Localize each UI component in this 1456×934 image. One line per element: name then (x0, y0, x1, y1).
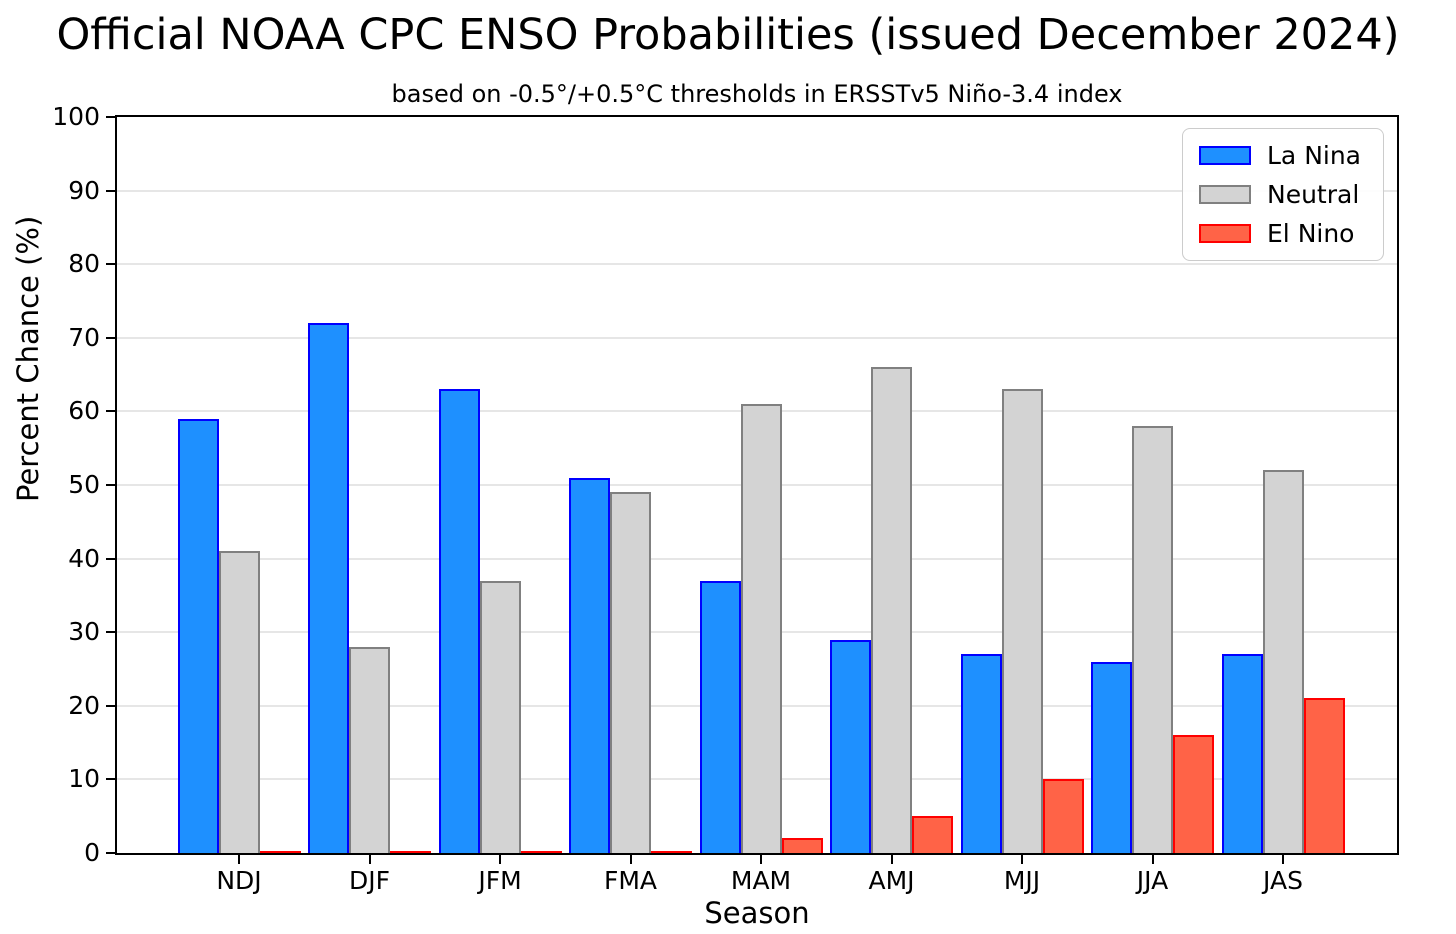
bar-la-nina-amj (830, 639, 871, 853)
legend-label: La Nina (1267, 141, 1362, 170)
y-tick-mark (106, 852, 115, 854)
bar-neutral-mjj (1001, 389, 1043, 853)
bar-neutral-jja (1132, 426, 1173, 853)
legend-item-la-nina: La Nina (1199, 141, 1367, 170)
bar-la-nina-fma (569, 477, 610, 853)
x-tick-mark (238, 855, 240, 864)
bar-la-nina-jas (1221, 654, 1263, 853)
y-tick-label: 80 (68, 249, 100, 279)
legend: La Nina Neutral El Nino (1182, 128, 1384, 261)
gridline (117, 263, 1397, 266)
x-tick-mark (629, 855, 632, 864)
x-tick-mark (368, 855, 371, 864)
x-tick-label: DJF (348, 866, 390, 895)
x-axis-label: Season (704, 896, 810, 930)
y-tick-mark (106, 704, 115, 707)
y-tick-mark (106, 189, 115, 192)
bar-neutral-djf (349, 646, 390, 853)
legend-swatch-el-nino (1199, 224, 1251, 243)
bar-la-nina-ndj (177, 418, 219, 853)
y-tick-mark (106, 410, 115, 413)
bar-el-nino-mjj (1042, 779, 1084, 853)
y-tick-label: 50 (68, 470, 100, 499)
bar-neutral-mam (740, 404, 782, 853)
chart-title: Official NOAA CPC ENSO Probabilities (is… (56, 10, 1400, 60)
y-tick-label: 90 (68, 175, 100, 205)
legend-label: Neutral (1267, 180, 1360, 209)
legend-item-el-nino: El Nino (1199, 219, 1367, 248)
x-tick-label: MAM (730, 866, 792, 895)
x-tick-label: JFM (478, 866, 522, 895)
x-tick-label: AMJ (868, 866, 915, 895)
x-tick-label: JJA (1136, 866, 1169, 895)
bar-neutral-ndj (218, 551, 260, 853)
y-tick-mark (106, 116, 115, 118)
y-tick-label: 0 (84, 838, 100, 867)
chart-subtitle: based on -0.5°/+0.5°C thresholds in ERSS… (391, 80, 1123, 108)
y-tick-mark (106, 778, 115, 781)
y-tick-mark (106, 484, 115, 486)
bar-el-nino-jja (1173, 735, 1214, 853)
bar-el-nino-jfm (520, 851, 562, 853)
gridline (117, 336, 1397, 339)
y-tick-label: 60 (68, 396, 100, 426)
bar-el-nino-fma (651, 851, 692, 853)
bar-neutral-amj (871, 367, 912, 853)
legend-swatch-la-nina (1199, 146, 1251, 165)
bar-la-nina-jfm (438, 389, 480, 853)
bar-el-nino-amj (912, 816, 953, 853)
legend-swatch-neutral (1199, 185, 1251, 204)
x-tick-label: MJJ (1003, 866, 1041, 895)
legend-label: El Nino (1267, 219, 1355, 248)
bar-neutral-fma (610, 492, 651, 853)
bar-la-nina-mjj (960, 654, 1002, 853)
x-tick-label: FMA (603, 866, 658, 895)
y-tick-mark (106, 557, 115, 560)
bar-el-nino-jas (1303, 698, 1345, 853)
x-tick-mark (1282, 855, 1284, 864)
plot-area: La Nina Neutral El Nino (115, 115, 1399, 855)
bar-neutral-jas (1262, 470, 1304, 853)
y-tick-mark (106, 263, 115, 266)
x-tick-label: NDJ (216, 866, 262, 895)
y-tick-label: 30 (68, 617, 100, 647)
gridline (117, 189, 1397, 192)
x-tick-mark (760, 855, 762, 864)
y-tick-label: 40 (68, 543, 100, 573)
bar-la-nina-djf (308, 323, 349, 853)
legend-item-neutral: Neutral (1199, 180, 1367, 209)
x-tick-mark (1021, 855, 1023, 864)
bar-la-nina-mam (699, 580, 741, 853)
bar-neutral-jfm (479, 580, 521, 853)
y-tick-mark (106, 631, 115, 634)
bar-el-nino-ndj (259, 851, 301, 853)
x-tick-mark (1151, 855, 1154, 864)
y-tick-label: 20 (68, 690, 100, 720)
bar-el-nino-mam (781, 838, 823, 853)
y-tick-label: 10 (68, 764, 100, 794)
x-tick-mark (499, 855, 501, 864)
x-tick-mark (890, 855, 893, 864)
y-tick-label: 70 (68, 322, 100, 352)
bar-la-nina-jja (1091, 661, 1132, 853)
x-tick-label: JAS (1263, 866, 1303, 895)
bar-el-nino-djf (390, 851, 431, 853)
y-tick-mark (106, 336, 115, 339)
y-tick-label: 100 (52, 102, 100, 131)
